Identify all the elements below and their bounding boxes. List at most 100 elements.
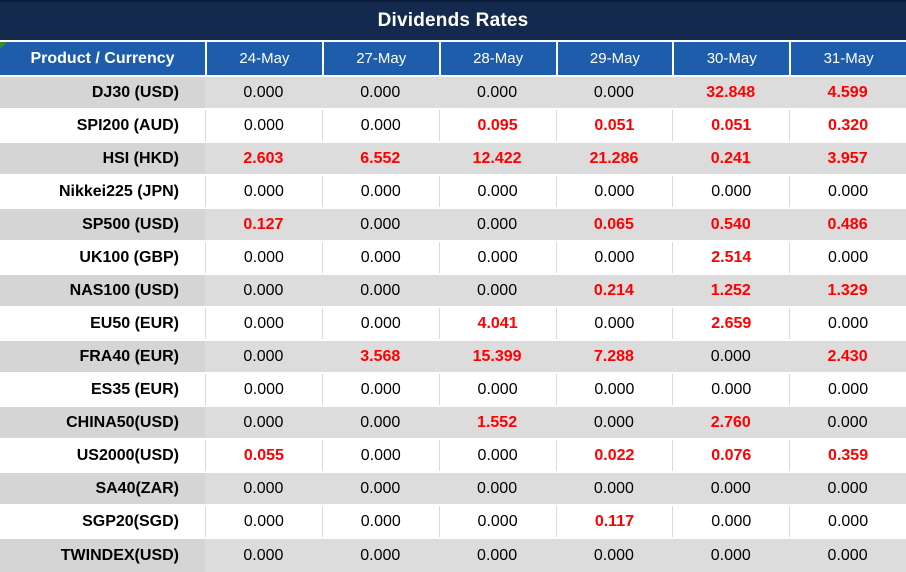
product-currency-header: Product / Currency xyxy=(0,42,205,77)
dividend-value-cell: 0.065 xyxy=(555,209,673,240)
dividend-value-cell: 0.320 xyxy=(789,110,906,141)
product-label: UK100 (GBP) xyxy=(0,242,205,273)
dividend-value-cell: 0.127 xyxy=(205,209,322,240)
dividend-value-cell: 0.000 xyxy=(321,407,439,438)
dividend-value-cell: 0.000 xyxy=(672,473,790,504)
dividend-value-cell: 0.000 xyxy=(205,77,322,108)
dividend-value-cell: 0.000 xyxy=(438,275,556,306)
product-label: SGP20(SGD) xyxy=(0,506,205,537)
product-label: FRA40 (EUR) xyxy=(0,341,205,372)
dividend-value-cell: 0.000 xyxy=(789,407,906,438)
table-row: EU50 (EUR) 0.000 0.000 4.041 0.000 2.659 0.000 xyxy=(0,308,906,341)
dividend-value-cell: 0.000 xyxy=(438,539,556,572)
dividend-value-cell: 2.603 xyxy=(205,143,322,174)
dividend-value-cell: 0.000 xyxy=(321,506,439,537)
dividend-value-cell: 0.000 xyxy=(205,176,322,207)
dividend-value-cell: 0.000 xyxy=(672,539,790,572)
product-label: SPI200 (AUD) xyxy=(0,110,205,141)
date-header: 31-May xyxy=(789,42,906,77)
dividend-value-cell: 0.000 xyxy=(438,176,556,207)
table-row: CHINA50(USD) 0.000 0.000 1.552 0.000 2.760 0.0… xyxy=(0,407,906,440)
dividend-value-cell: 0.000 xyxy=(789,506,906,537)
dividend-value-cell: 4.599 xyxy=(789,77,906,108)
product-label: Nikkei225 (JPN) xyxy=(0,176,205,207)
product-label: SA40(ZAR) xyxy=(0,473,205,504)
dividend-value-cell: 0.055 xyxy=(205,440,322,471)
dividend-value-cell: 0.000 xyxy=(438,209,556,240)
dividend-value-cell: 0.000 xyxy=(205,110,322,141)
dividend-value-cell: 0.000 xyxy=(555,308,673,339)
dividend-value-cell: 6.552 xyxy=(321,143,439,174)
table-row: FRA40 (EUR) 0.000 3.568 15.399 7.288 0.000 2.4… xyxy=(0,341,906,374)
product-label: SP500 (USD) xyxy=(0,209,205,240)
table-row: ES35 (EUR) 0.000 0.000 0.000 0.000 0.000 0.000 xyxy=(0,374,906,407)
date-header: 30-May xyxy=(672,42,790,77)
dividend-value-cell: 0.000 xyxy=(555,374,673,405)
dividend-value-cell: 0.000 xyxy=(205,242,322,273)
table-header-row: Product / Currency 24-May 27-May 28-May 29-… xyxy=(0,42,906,77)
title-bar: Dividends Rates xyxy=(0,0,906,42)
dividend-value-cell: 2.659 xyxy=(672,308,790,339)
dividend-value-cell: 0.000 xyxy=(321,77,439,108)
dividend-value-cell: 0.000 xyxy=(555,473,673,504)
dividend-value-cell: 2.760 xyxy=(672,407,790,438)
dividend-value-cell: 0.117 xyxy=(555,506,673,537)
cell-corner-marker-icon xyxy=(0,42,7,49)
dividend-value-cell: 12.422 xyxy=(438,143,556,174)
table-row: SA40(ZAR) 0.000 0.000 0.000 0.000 0.000 0.000 xyxy=(0,473,906,506)
dividend-value-cell: 0.000 xyxy=(555,539,673,572)
dividend-value-cell: 0.000 xyxy=(205,473,322,504)
dividend-value-cell: 0.000 xyxy=(321,473,439,504)
date-header: 29-May xyxy=(555,42,673,77)
table-row: US2000(USD) 0.055 0.000 0.000 0.022 0.076 0.35… xyxy=(0,440,906,473)
dividend-value-cell: 0.000 xyxy=(321,110,439,141)
dividend-value-cell: 0.000 xyxy=(321,440,439,471)
dividend-value-cell: 0.095 xyxy=(438,110,556,141)
dividend-value-cell: 0.000 xyxy=(789,473,906,504)
dividend-value-cell: 7.288 xyxy=(555,341,673,372)
dividend-value-cell: 0.000 xyxy=(672,374,790,405)
product-label: US2000(USD) xyxy=(0,440,205,471)
dividend-value-cell: 0.000 xyxy=(438,440,556,471)
date-header: 24-May xyxy=(205,42,322,77)
product-label: ES35 (EUR) xyxy=(0,374,205,405)
dividend-value-cell: 15.399 xyxy=(438,341,556,372)
dividend-value-cell: 0.000 xyxy=(438,506,556,537)
table-row: SGP20(SGD) 0.000 0.000 0.000 0.117 0.000 0.000 xyxy=(0,506,906,539)
page-title: Dividends Rates xyxy=(377,10,529,31)
date-header: 28-May xyxy=(438,42,556,77)
dividend-value-cell: 2.514 xyxy=(672,242,790,273)
dividend-value-cell: 0.000 xyxy=(321,209,439,240)
dividend-value-cell: 0.000 xyxy=(205,341,322,372)
dividend-value-cell: 0.000 xyxy=(438,242,556,273)
dividend-value-cell: 0.000 xyxy=(789,308,906,339)
dividend-value-cell: 0.000 xyxy=(205,275,322,306)
dividend-value-cell: 0.000 xyxy=(438,473,556,504)
dividend-value-cell: 0.000 xyxy=(438,77,556,108)
dividend-value-cell: 0.000 xyxy=(555,77,673,108)
dividend-value-cell: 3.957 xyxy=(789,143,906,174)
dividend-value-cell: 0.241 xyxy=(672,143,790,174)
dividend-value-cell: 0.000 xyxy=(672,506,790,537)
product-label: EU50 (EUR) xyxy=(0,308,205,339)
product-label: CHINA50(USD) xyxy=(0,407,205,438)
dividend-value-cell: 32.848 xyxy=(672,77,790,108)
dividend-value-cell: 0.000 xyxy=(321,275,439,306)
dividend-value-cell: 0.076 xyxy=(672,440,790,471)
table-row: SPI200 (AUD) 0.000 0.000 0.095 0.051 0.051 0.3… xyxy=(0,110,906,143)
dividend-value-cell: 1.252 xyxy=(672,275,790,306)
dividend-value-cell: 0.000 xyxy=(555,242,673,273)
dividend-value-cell: 0.000 xyxy=(205,374,322,405)
dividend-value-cell: 0.000 xyxy=(672,341,790,372)
dividend-value-cell: 0.000 xyxy=(789,176,906,207)
table-row: HSI (HKD) 2.603 6.552 12.422 21.286 0.241 3.95… xyxy=(0,143,906,176)
dividend-value-cell: 0.000 xyxy=(789,374,906,405)
dividend-value-cell: 0.000 xyxy=(321,539,439,572)
dividend-value-cell: 0.000 xyxy=(205,308,322,339)
dividend-value-cell: 0.000 xyxy=(205,506,322,537)
table-row: SP500 (USD) 0.127 0.000 0.000 0.065 0.540 0.48… xyxy=(0,209,906,242)
table-row: NAS100 (USD) 0.000 0.000 0.000 0.214 1.252 1.3… xyxy=(0,275,906,308)
dividend-value-cell: 0.000 xyxy=(789,539,906,572)
dividend-value-cell: 0.486 xyxy=(789,209,906,240)
dividend-value-cell: 0.000 xyxy=(321,242,439,273)
